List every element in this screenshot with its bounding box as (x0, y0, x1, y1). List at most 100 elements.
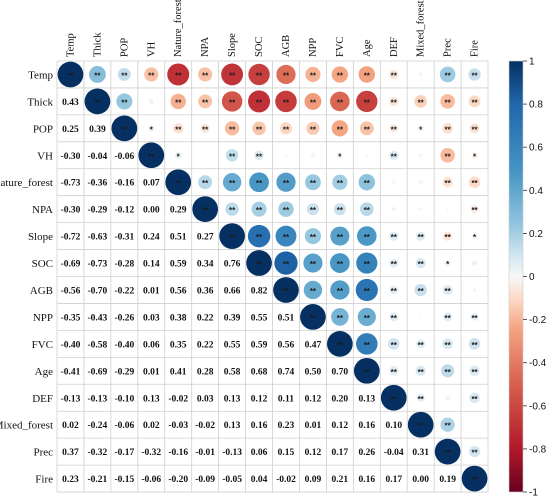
corr-circle (445, 395, 451, 401)
corr-circle (417, 125, 424, 132)
corr-value: 0.39 (224, 313, 241, 323)
significance-mark: ** (121, 98, 128, 107)
corr-value: 0.13 (224, 421, 241, 431)
corr-value: -0.13 (222, 448, 242, 458)
significance-mark: * (338, 152, 342, 161)
corr-circle (116, 93, 133, 110)
corr-circle (470, 205, 479, 214)
significance-mark: ** (310, 125, 317, 134)
significance-mark: ** (471, 341, 478, 350)
corr-circle (251, 201, 267, 217)
corr-value: -0.04 (88, 152, 108, 162)
colorbar-tick-label: -0.4 (529, 358, 547, 369)
corr-value: 0.66 (224, 286, 241, 296)
corr-value: 0.13 (224, 394, 241, 404)
corr-circle (472, 288, 477, 292)
row-label-slope: Slope (28, 231, 53, 243)
corr-circle (331, 120, 349, 137)
corr-circle (331, 308, 349, 326)
significance-mark: ** (229, 71, 236, 80)
significance-mark: ** (445, 179, 452, 188)
corr-value: -0.43 (88, 313, 108, 323)
significance-mark: ** (418, 422, 425, 431)
significance-mark: ** (310, 260, 317, 269)
significance-mark: ** (283, 287, 290, 296)
significance-mark: ** (337, 71, 344, 80)
corr-value: -0.69 (61, 260, 81, 270)
corr-value: 0.06 (143, 340, 160, 350)
significance-mark: ** (418, 395, 425, 404)
significance-mark: ** (471, 71, 478, 80)
corr-circle (274, 251, 298, 275)
corr-value: 0.16 (358, 421, 375, 431)
corr-value: 0.38 (170, 313, 187, 323)
significance-mark: * (473, 233, 477, 242)
corr-circle (252, 121, 266, 136)
significance-mark: ** (337, 125, 344, 134)
corr-value: 0.76 (224, 260, 241, 270)
column-header-def: DEF (389, 37, 400, 57)
significance-mark: ** (337, 287, 344, 296)
corr-circle (387, 338, 400, 350)
significance-mark: ** (471, 179, 478, 188)
corr-value: 0.50 (305, 367, 322, 377)
corr-circle (356, 333, 378, 355)
column-headers: Temp Thick POP VH Nature_forest NPA Slope SOC AG… (65, 0, 480, 57)
corr-circle (469, 365, 480, 376)
corr-circle (440, 148, 455, 163)
corr-value: -0.02 (276, 475, 296, 485)
significance-mark: ** (256, 98, 263, 107)
corr-value: -0.26 (114, 313, 134, 323)
significance-mark: ** (364, 314, 371, 323)
corr-value: -0.16 (168, 448, 188, 458)
row-label-prec: Prec (33, 447, 53, 459)
corr-value: 0.01 (143, 367, 160, 377)
significance-mark: ** (364, 71, 371, 80)
significance-mark: ** (256, 71, 263, 80)
corr-value: 0.43 (62, 98, 79, 108)
significance-mark: ** (445, 341, 452, 350)
corr-value: -0.32 (88, 448, 108, 458)
corr-circle (221, 91, 243, 112)
significance-mark: ** (229, 125, 236, 134)
corr-circle (221, 63, 244, 86)
corr-value: 0.58 (224, 367, 241, 377)
significance-mark: ** (337, 98, 344, 107)
corr-circle (310, 153, 316, 158)
significance-mark: ** (148, 71, 155, 80)
significance-mark: ** (67, 71, 74, 80)
significance-mark: ** (391, 395, 398, 404)
corr-circle (358, 173, 376, 191)
corr-circle (225, 148, 239, 162)
corr-circle (305, 66, 321, 83)
corr-value: 0.68 (251, 367, 268, 377)
colorbar-tick-label: -0.2 (529, 315, 547, 326)
corr-circle (327, 331, 353, 357)
significance-mark: ** (445, 233, 452, 242)
corr-value: 0.13 (358, 394, 375, 404)
significance-mark: ** (310, 71, 317, 80)
significance-mark: ** (229, 152, 236, 161)
significance-mark: ** (391, 314, 398, 323)
corr-value: 0.10 (385, 421, 402, 431)
corr-circle (440, 417, 455, 432)
corr-value: 0.01 (305, 421, 322, 431)
significance-mark: ** (471, 125, 478, 134)
corr-value: 0.56 (278, 340, 295, 350)
corr-value: -0.35 (61, 313, 81, 323)
significance-mark: * (473, 152, 477, 161)
significance-mark: * (419, 125, 423, 134)
corr-circle (300, 304, 326, 330)
significance-mark: ** (283, 206, 290, 215)
corr-circle (275, 90, 297, 113)
corr-circle (389, 96, 399, 107)
corr-value: -0.03 (168, 421, 188, 431)
grid-lines (56, 60, 489, 493)
corr-value: 0.34 (197, 260, 214, 270)
corr-value: 0.55 (224, 340, 241, 350)
colorbar-tick-label: 0 (529, 272, 535, 283)
column-header-npa: NPA (200, 37, 211, 57)
corr-value: 0.17 (332, 448, 349, 458)
significance-mark: ** (175, 71, 182, 80)
